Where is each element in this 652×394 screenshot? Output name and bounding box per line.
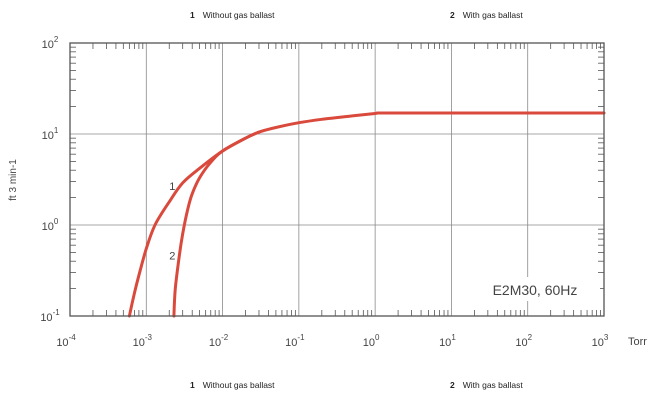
grid [69, 42, 605, 317]
x-tick-label: 10-2 [209, 333, 229, 349]
x-tick-label: 101 [439, 333, 456, 349]
curve-label-2: 2 [169, 251, 175, 263]
y-tick-exponent: -1 [53, 308, 61, 317]
minor-ticks [70, 43, 604, 316]
y-tick-label: 102 [42, 35, 59, 51]
x-tick-base: 10 [133, 337, 145, 349]
x-tick-base: 10 [515, 337, 527, 349]
x-tick-exponent: -2 [221, 333, 229, 342]
plot-frame [69, 42, 605, 317]
annotation-box [472, 277, 600, 301]
y-tick-base: 10 [40, 312, 52, 324]
y-tick-base: 10 [42, 39, 54, 51]
y-tick-exponent: 0 [54, 217, 59, 226]
x-tick-exponent: 3 [604, 333, 609, 342]
x-tick-label: 102 [515, 333, 532, 349]
x-tick-base: 10 [56, 337, 68, 349]
x-tick-base: 10 [285, 337, 297, 349]
x-tick-exponent: -1 [297, 333, 305, 342]
legend-top-2-number: 2 [450, 10, 455, 20]
legend-bottom-1: 1 Without gas ballast [190, 380, 275, 390]
model-annotation: E2M30, 60Hz [493, 282, 578, 298]
legend-bottom-1-number: 1 [190, 380, 195, 390]
y-tick-base: 10 [42, 221, 54, 233]
x-tick-label: 10-4 [56, 333, 76, 349]
x-tick-base: 10 [363, 337, 375, 349]
x-tick-label: 10-3 [133, 333, 153, 349]
x-axis-unit: Torr [628, 336, 647, 348]
legend-bottom-2-label: With gas ballast [462, 380, 523, 390]
x-tick-label: 103 [592, 333, 609, 349]
y-tick-label: 100 [42, 217, 59, 233]
y-tick-label: 10-1 [40, 308, 60, 324]
x-tick-base: 10 [209, 337, 221, 349]
legend-bottom-2-number: 2 [450, 380, 455, 390]
curve-label-1: 1 [169, 181, 175, 193]
legend-top-1-label: Without gas ballast [202, 10, 275, 20]
x-tick-exponent: 0 [375, 333, 380, 342]
x-tick-labels: 10-4 10-3 10-2 10-1 100 101 102 103 [56, 333, 609, 349]
series-2-line [172, 130, 261, 318]
legend-bottom-2: 2 With gas ballast [450, 380, 523, 390]
legend-top-1-number: 1 [190, 10, 195, 20]
y-tick-exponent: 2 [54, 35, 59, 44]
legend-top-2-label: With gas ballast [462, 10, 523, 20]
x-tick-exponent: 1 [451, 333, 456, 342]
x-tick-exponent: -4 [69, 333, 77, 342]
y-tick-exponent: 1 [54, 126, 59, 135]
y-tick-base: 10 [42, 130, 54, 142]
x-tick-exponent: -3 [145, 333, 153, 342]
curves: 12 [127, 111, 606, 318]
y-tick-label: 101 [42, 126, 59, 142]
x-tick-label: 100 [363, 333, 380, 349]
y-axis-label: ft 3 min-1 [8, 159, 19, 201]
x-tick-label: 10-1 [285, 333, 305, 349]
x-tick-base: 10 [592, 337, 604, 349]
legend-bottom-1-label: Without gas ballast [202, 380, 275, 390]
legend-top-1: 1 Without gas ballast [190, 10, 275, 20]
x-tick-exponent: 2 [528, 333, 533, 342]
x-tick-base: 10 [439, 337, 451, 349]
legend-top-2: 2 With gas ballast [450, 10, 523, 20]
